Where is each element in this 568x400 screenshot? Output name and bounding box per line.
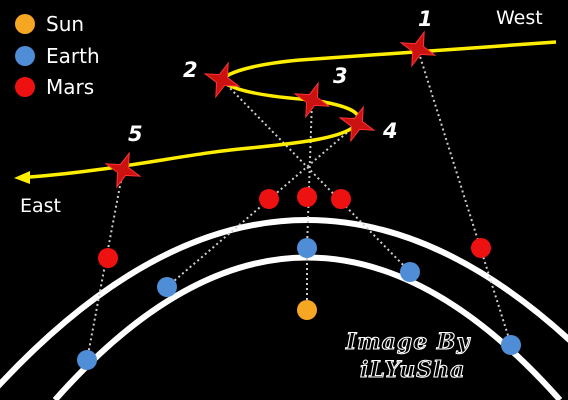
- earth-dot: [297, 238, 317, 258]
- position-number-5: 5: [128, 122, 143, 146]
- mars-orbit: [0, 217, 568, 389]
- legend-mars-label: Mars: [46, 75, 94, 99]
- legend-sun-label: Sun: [46, 12, 84, 36]
- earth-dot: [501, 335, 521, 355]
- earth-dot: [400, 262, 420, 282]
- apparent-positions: [104, 30, 437, 189]
- star-marker-4: [338, 105, 376, 143]
- mars-dot: [331, 189, 351, 209]
- star-marker-2: [203, 61, 241, 99]
- earth-dot: [77, 350, 97, 370]
- position-number-2: 2: [183, 58, 198, 82]
- legend: Sun Earth Mars: [15, 12, 100, 99]
- mars-apparent-path: [29, 40, 557, 179]
- east-arrowhead: [14, 171, 30, 184]
- earth-dot: [157, 277, 177, 297]
- credit-line-2: iLYuSha: [360, 357, 465, 383]
- credit-line-1: Image By: [345, 329, 471, 355]
- mars-dot: [259, 189, 279, 209]
- west-label: West: [496, 7, 543, 29]
- legend-earth-swatch: [15, 46, 35, 66]
- mars-dot: [297, 187, 317, 207]
- legend-earth-label: Earth: [46, 44, 100, 68]
- sightline-2: [221, 79, 411, 273]
- star-marker-5: [104, 151, 142, 189]
- mars-dots: [98, 187, 491, 268]
- mars-dot: [98, 248, 118, 268]
- star-marker-1: [399, 30, 437, 68]
- earth-dots: [77, 238, 521, 370]
- star-marker-3: [293, 81, 331, 119]
- sightline-3: [306, 99, 313, 249]
- mars-dot: [471, 238, 491, 258]
- legend-mars-swatch: [15, 77, 35, 97]
- east-label: East: [20, 195, 61, 217]
- sightline-1: [417, 49, 512, 346]
- position-number-1: 1: [418, 7, 433, 31]
- sun-dot: [297, 300, 317, 320]
- position-number-4: 4: [382, 119, 398, 143]
- position-number-3: 3: [333, 64, 348, 88]
- legend-sun-swatch: [15, 14, 35, 34]
